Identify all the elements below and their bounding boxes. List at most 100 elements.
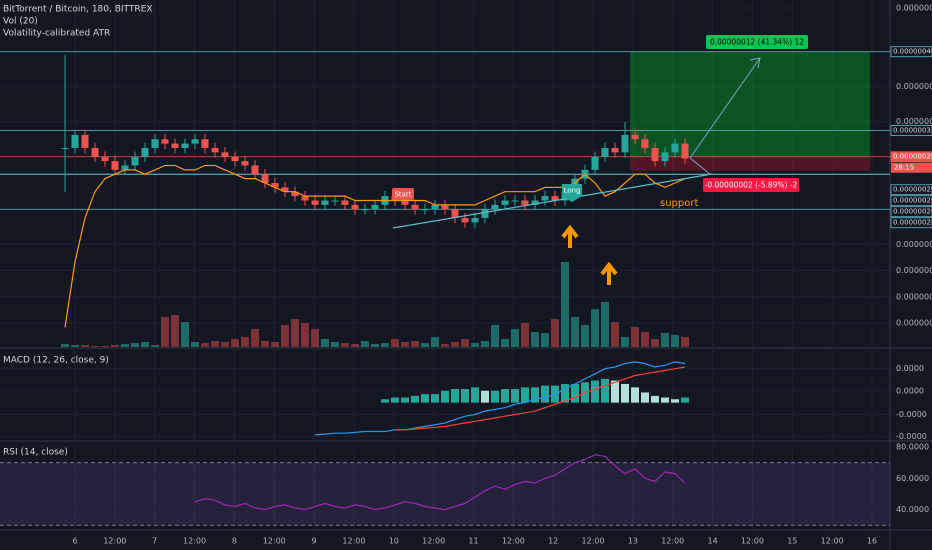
candle-body: [341, 200, 349, 205]
up-arrow: [561, 224, 579, 248]
histogram-bar: [501, 389, 509, 403]
candle-body: [501, 200, 509, 205]
up-arrow: [600, 261, 618, 285]
candle-body: [491, 204, 499, 210]
y-tick-label: -0.0000: [896, 432, 927, 441]
candle-body: [431, 204, 439, 210]
candle-body: [511, 200, 519, 202]
volume-bar: [481, 341, 489, 347]
target-label: 0.00000012 (41.34%) 12: [710, 38, 804, 47]
y-tick-label: 0.0000: [896, 364, 924, 373]
candle-body: [91, 147, 99, 157]
volume-bar: [271, 342, 279, 347]
volume-bar: [441, 344, 449, 347]
candle-body: [451, 209, 459, 219]
y-tick-label: 0.00000012: [896, 292, 932, 301]
candle-body: [171, 143, 179, 148]
level-tag: [890, 217, 932, 229]
candle-body: [651, 147, 659, 162]
histogram-bar: [511, 389, 519, 403]
candle-body: [411, 204, 419, 210]
volume-bar: [531, 332, 539, 347]
volume-bar: [191, 342, 199, 347]
histogram-bar: [631, 387, 639, 403]
macd-line: [314, 361, 686, 436]
histogram-bar: [471, 387, 479, 403]
target-tag: [706, 35, 808, 49]
volume-bar: [591, 309, 599, 347]
volume-bar: [451, 342, 459, 347]
candle-body: [621, 134, 629, 153]
histogram-bar: [681, 397, 689, 403]
volume-bar: [261, 341, 269, 347]
histogram-bar: [621, 383, 629, 403]
x-tick-label: 12: [548, 537, 558, 546]
candle-body: [631, 134, 639, 140]
long-tag: [562, 184, 582, 202]
histogram-bar: [381, 399, 389, 403]
level-tag: [890, 125, 932, 136]
volume-bar: [291, 319, 299, 347]
candle-body: [641, 139, 649, 148]
candle-body: [541, 196, 549, 201]
histogram-bar: [561, 383, 569, 403]
rsi-title: RSI (14, close): [3, 448, 68, 458]
y-tick-label: 0.00000015: [896, 266, 932, 275]
volume-bar: [471, 343, 479, 347]
volume-bar: [521, 323, 529, 347]
timer-tag: [891, 162, 932, 173]
volume-bar: [331, 342, 339, 347]
histogram-bar: [671, 399, 679, 403]
candle-body: [551, 196, 559, 201]
x-tick-label: 12:00: [103, 537, 126, 546]
start-tag: [392, 188, 414, 200]
level-tag: [890, 195, 932, 207]
candle-body: [471, 218, 479, 223]
volume-bar: [351, 344, 359, 347]
candle-body: [301, 196, 309, 201]
candle-body: [241, 161, 249, 166]
volume-bar: [101, 346, 109, 347]
level-tag-label: 0.00000026: [893, 197, 932, 205]
volume-bar: [241, 337, 249, 347]
stop-tag: [703, 178, 799, 192]
level-tag: [890, 151, 932, 163]
volume-bar: [511, 329, 519, 347]
volume-bar: [651, 339, 659, 347]
volume-bar: [371, 344, 379, 347]
histogram-bar: [521, 387, 529, 403]
volume-bar: [611, 322, 619, 347]
x-tick-label: 6: [72, 537, 77, 546]
volume-bar: [501, 339, 509, 347]
candle-body: [351, 204, 359, 210]
x-tick-label: 11: [468, 537, 478, 546]
volume-bar: [661, 333, 669, 347]
histogram-bar: [651, 395, 659, 403]
volume-bar: [411, 341, 419, 347]
candle-body: [441, 204, 449, 210]
histogram-bar: [571, 383, 579, 403]
volume-bar: [71, 345, 79, 347]
x-tick-label: 12:00: [183, 537, 206, 546]
candle-body: [151, 139, 159, 148]
y-tick-label: 0.00000045: [896, 3, 932, 12]
x-tick-label: 13: [628, 537, 638, 546]
candle-body: [121, 165, 129, 170]
candle-body: [111, 161, 119, 170]
x-tick-label: 12:00: [582, 537, 605, 546]
volume-bar: [421, 343, 429, 347]
volume-bar: [461, 339, 469, 347]
y-tick-label: 0.00000032: [896, 117, 932, 126]
x-tick-label: 12:00: [741, 537, 764, 546]
candle-body: [401, 200, 409, 205]
y-tick-label: 0.00000018: [896, 240, 932, 249]
volume-bar: [231, 339, 239, 347]
start-label: Start: [394, 191, 411, 199]
candle-body: [131, 156, 139, 166]
volume-bar: [391, 339, 399, 347]
x-tick-label: 8: [232, 537, 237, 546]
level-tag-label: 0.00000026: [893, 186, 932, 194]
level-tag-label: 0.00000028: [893, 153, 932, 161]
profit-zone: [630, 51, 870, 157]
volume-bar: [151, 345, 159, 347]
